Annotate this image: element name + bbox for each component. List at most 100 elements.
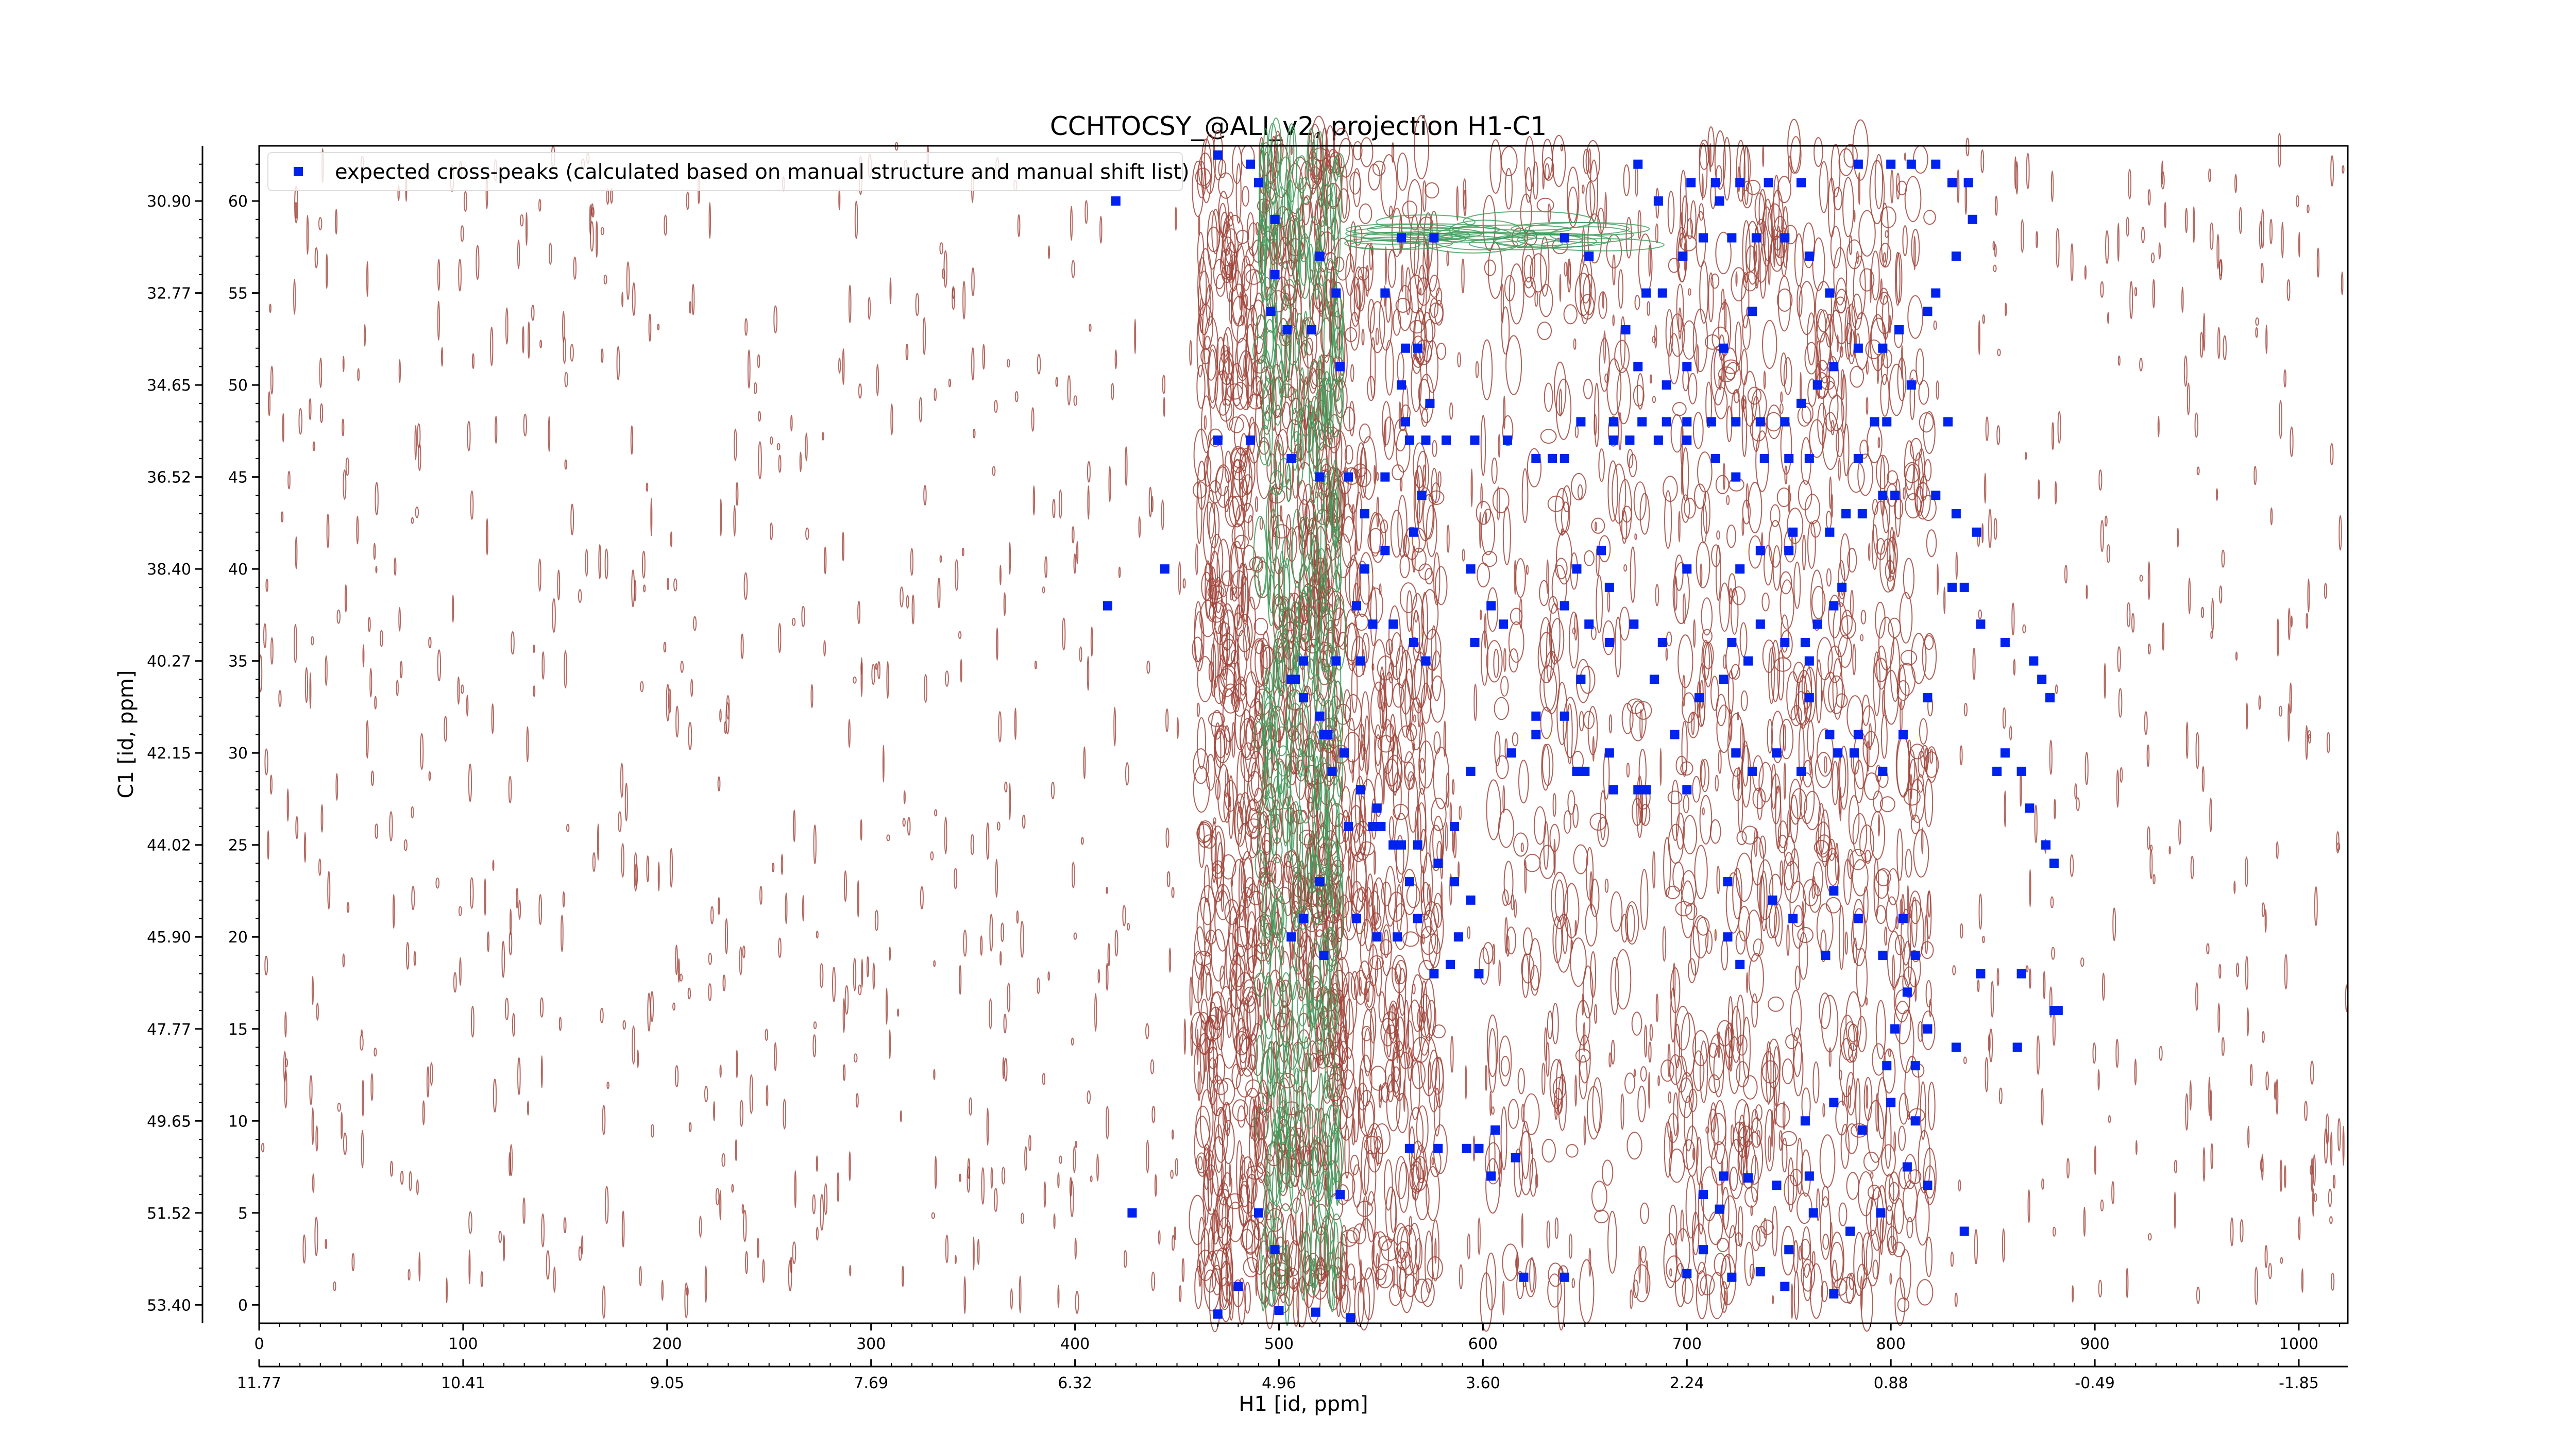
contour-streak: [838, 358, 841, 374]
contour-peak: [1399, 554, 1410, 579]
contour-peak: [1820, 1196, 1832, 1260]
contour-streak: [1716, 865, 1720, 895]
contour-streak: [2239, 207, 2242, 234]
y-ppm-tick-label: 32.77: [147, 285, 191, 303]
contour-streak: [538, 558, 541, 592]
contour-streak: [1459, 1264, 1463, 1290]
contour-streak: [2280, 1257, 2283, 1264]
contour-streak: [315, 1125, 318, 1152]
contour-peak: [1904, 1154, 1917, 1189]
contour-streak: [888, 1029, 891, 1059]
contour-streak: [758, 411, 761, 422]
contour-streak: [874, 909, 879, 931]
contour-peak: [1202, 501, 1216, 566]
contour-streak: [2298, 231, 2300, 258]
contour-streak: [2128, 169, 2132, 199]
contour-peak: [1503, 861, 1514, 905]
contour-streak: [264, 748, 268, 776]
contour-peak: [1354, 266, 1364, 310]
contour-peak: [1235, 163, 1242, 224]
contour-streak: [344, 584, 347, 613]
contour-peak: [1808, 884, 1821, 913]
contour-negative: [1263, 667, 1270, 746]
contour-streak: [858, 383, 862, 399]
contour-peak: [1296, 1140, 1309, 1196]
contour-streak: [362, 644, 365, 667]
contour-peak: [1710, 273, 1720, 289]
cross-peak-marker: [1825, 730, 1835, 739]
contour-streak: [601, 348, 604, 363]
contour-streak: [1981, 523, 1984, 544]
contour-streak: [1107, 942, 1111, 967]
contour-streak: [1151, 1105, 1156, 1123]
contour-peak: [1296, 1276, 1308, 1328]
contour-streak: [754, 382, 757, 395]
contour-negative: [1279, 550, 1285, 617]
contour-peak: [1230, 541, 1244, 599]
contour-streak: [2290, 426, 2294, 457]
contour-streak: [284, 1058, 289, 1068]
contour-streak: [1714, 929, 1717, 941]
contour-peak: [1419, 721, 1426, 774]
contour-peak: [1563, 304, 1578, 325]
contour-peak: [1218, 622, 1230, 637]
y-tick-label: 20: [228, 929, 248, 947]
contour-streak: [1848, 1085, 1852, 1109]
contour-streak: [298, 408, 302, 435]
cross-peak-marker: [1947, 582, 1957, 592]
contour-streak: [1360, 1258, 1362, 1294]
contour-streak: [897, 1008, 900, 1017]
contour-streak: [1427, 884, 1431, 905]
contour-streak: [1057, 1172, 1060, 1188]
contour-peak: [1840, 1123, 1850, 1169]
contour-peak: [1926, 746, 1938, 783]
contour-streak: [380, 630, 383, 647]
contour-streak: [2311, 1157, 2314, 1192]
contour-streak: [954, 867, 958, 889]
contour-streak: [2279, 1159, 2282, 1192]
contour-streak: [1162, 375, 1166, 394]
contour-streak: [739, 1100, 743, 1127]
contour-peak: [1214, 722, 1222, 779]
contour-streak: [1166, 871, 1171, 887]
contour-streak: [375, 482, 379, 516]
contour-streak: [269, 304, 272, 313]
contour-peak: [1751, 836, 1765, 886]
contour-negative: [1278, 684, 1291, 726]
contour-peak: [1396, 1226, 1411, 1260]
contour-peak: [1301, 317, 1317, 369]
contour-negative: [1314, 773, 1323, 811]
contour-streak: [1503, 648, 1506, 672]
contour-peak: [1239, 792, 1251, 826]
contour-streak: [1998, 1087, 2003, 1104]
contour-peak: [1207, 1153, 1213, 1211]
contour-streak: [1182, 578, 1186, 589]
contour-peak: [1757, 859, 1774, 920]
contour-peak: [1848, 795, 1860, 845]
contour-streak: [675, 705, 679, 738]
contour-streak: [1559, 274, 1562, 302]
cross-peak-marker: [1404, 877, 1414, 887]
contour-streak: [994, 400, 998, 413]
contour-streak: [1907, 884, 1909, 915]
cross-peak-marker: [1653, 196, 1663, 206]
cross-peak-marker: [1560, 233, 1569, 243]
contour-peak: [1344, 732, 1361, 763]
contour-streak: [849, 1151, 851, 1182]
contour-streak: [934, 809, 938, 817]
contour-peak: [1797, 926, 1814, 943]
contour-peak: [1406, 590, 1413, 632]
contour-peak: [1692, 915, 1709, 958]
contour-peak: [1787, 508, 1804, 544]
cross-peak-marker: [1433, 1143, 1443, 1153]
contour-negative: [1325, 194, 1334, 230]
cross-peak-marker: [1878, 950, 1888, 960]
contour-negative: [1279, 972, 1293, 1048]
contour-streak: [657, 862, 660, 891]
contour-peak: [1676, 283, 1684, 332]
contour-peak: [1240, 709, 1253, 759]
contour-peak: [1246, 212, 1255, 249]
contour-peak: [1225, 933, 1237, 992]
contour-peak: [1684, 497, 1696, 519]
contour-peak: [1682, 320, 1697, 360]
